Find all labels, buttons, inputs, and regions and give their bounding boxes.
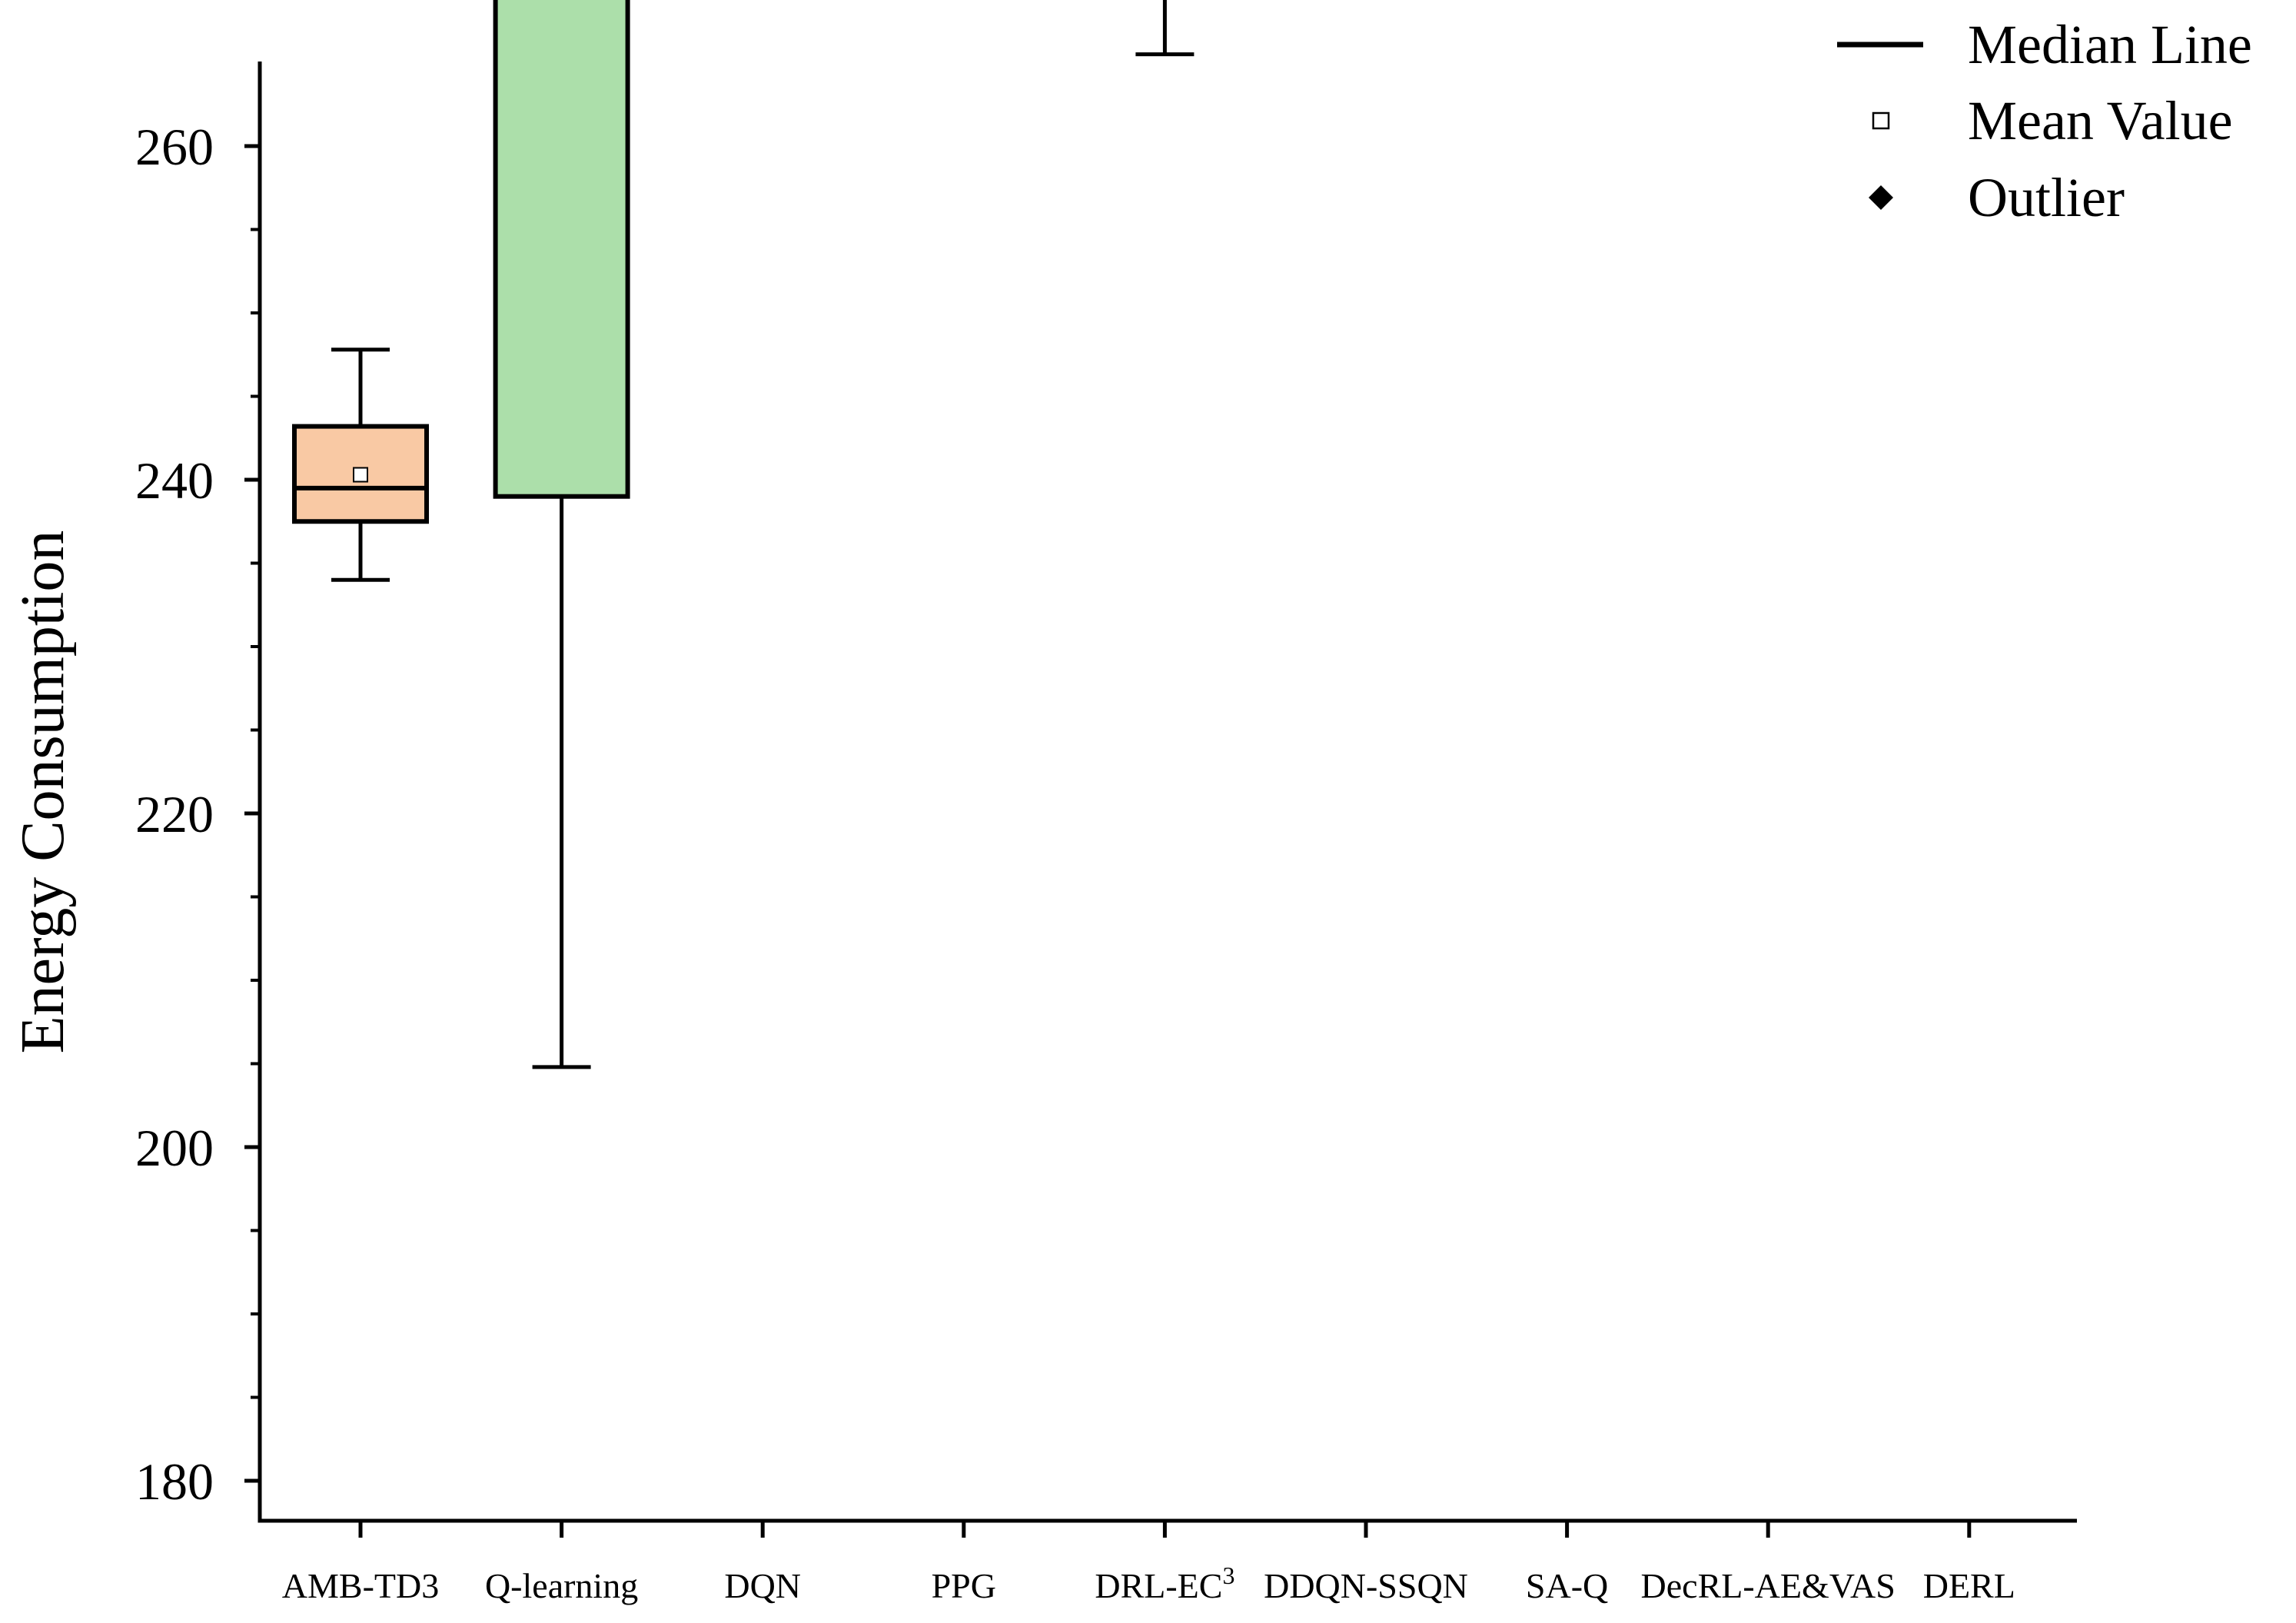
- box-1: [292, 348, 429, 582]
- axes-layer: 180200220240260280300320340AMB-TD3Q-lear…: [9, 62, 2077, 1605]
- x-tick-label: DecRL-AE&VAS: [1641, 1566, 1896, 1605]
- x-tick-label-text: DecRL-AE&VAS: [1641, 1566, 1896, 1605]
- x-tick-label-text: SA-Q: [1526, 1566, 1608, 1605]
- x-tick-label: AMB-TD3: [282, 1566, 439, 1605]
- y-tick-label: 260: [135, 118, 214, 176]
- x-tick-label: DRL-EC3: [1095, 1561, 1234, 1605]
- x-tick-label: DDQN-SSQN: [1264, 1566, 1468, 1605]
- x-tick-label: DQN: [724, 1566, 801, 1605]
- legend-entry-1: Median Line: [1837, 14, 2252, 75]
- y-tick-label: 180: [135, 1452, 214, 1511]
- iqr-box: [493, 0, 630, 499]
- legend-outlier-symbol: [1869, 185, 1893, 210]
- x-tick-label-text: Q-learning: [485, 1566, 638, 1605]
- legend-mean-symbol: [1872, 111, 1890, 130]
- x-tick-label-text: PPG: [932, 1566, 996, 1605]
- legend-entry-2: Mean Value: [1872, 90, 2233, 151]
- x-tick-label: Q-learning: [485, 1566, 638, 1605]
- y-tick-label: 240: [135, 451, 214, 510]
- x-tick-label-text: AMB-TD3: [282, 1566, 439, 1605]
- x-tick-label-text: DERL: [1923, 1566, 2015, 1605]
- legend-entry-3: Outlier: [1869, 167, 2125, 228]
- legend-label: Outlier: [1968, 167, 2125, 228]
- legend-label: Mean Value: [1968, 90, 2233, 151]
- boxes-layer: [292, 0, 1195, 1069]
- box-5: [1135, 0, 1195, 57]
- legend: Median Line Mean Value Outlier: [1837, 14, 2252, 228]
- x-tick-label: DERL: [1923, 1566, 2015, 1605]
- y-tick-label: 220: [135, 785, 214, 843]
- box-2: [493, 0, 630, 1069]
- legend-label: Median Line: [1968, 14, 2252, 75]
- x-tick-label-text: DQN: [724, 1566, 801, 1605]
- y-axis-label: Energy Consumption: [9, 530, 77, 1054]
- y-tick-label: 200: [135, 1119, 214, 1177]
- x-tick-label: SA-Q: [1526, 1566, 1608, 1605]
- x-tick-label-superscript: 3: [1222, 1561, 1234, 1589]
- mean-marker: [353, 467, 368, 483]
- x-tick-label-text: DDQN-SSQN: [1264, 1566, 1468, 1605]
- x-tick-label: PPG: [932, 1566, 996, 1605]
- x-tick-label-text: DRL-EC: [1095, 1566, 1222, 1605]
